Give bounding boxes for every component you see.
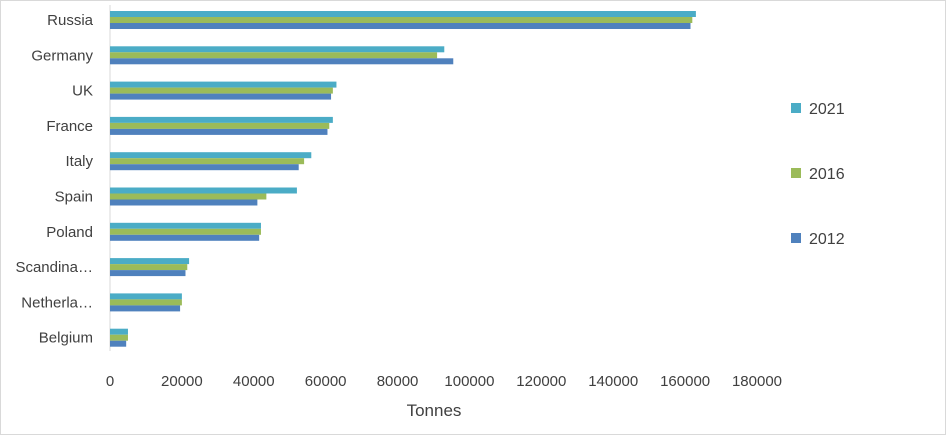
category-label-belgium: Belgium bbox=[39, 330, 93, 347]
category-label-uk: UK bbox=[72, 83, 93, 100]
bar-poland-2021 bbox=[110, 222, 261, 229]
bar-france-2016 bbox=[110, 122, 330, 129]
x-tick-label-180000: 180000 bbox=[732, 373, 782, 390]
bar-france-2021 bbox=[110, 116, 333, 123]
x-tick-label-20000: 20000 bbox=[161, 373, 203, 390]
bar-belgium-2012 bbox=[110, 340, 127, 347]
x-tick-label-0: 0 bbox=[106, 373, 114, 390]
bar-spain-2012 bbox=[110, 199, 258, 206]
category-label-france: France bbox=[46, 118, 93, 135]
bar-russia-2021 bbox=[110, 11, 696, 17]
bar-spain-2021 bbox=[110, 187, 297, 194]
bar-poland-2016 bbox=[110, 228, 261, 235]
bar-uk-2016 bbox=[110, 87, 333, 94]
bar-germany-2012 bbox=[110, 58, 454, 65]
legend-label-2021: 2021 bbox=[809, 101, 845, 118]
x-tick-label-100000: 100000 bbox=[444, 373, 494, 390]
bar-italy-2021 bbox=[110, 152, 312, 159]
category-label-poland: Poland bbox=[46, 224, 93, 241]
bar-belgium-2021 bbox=[110, 328, 128, 335]
category-label-russia: Russia bbox=[47, 12, 94, 29]
legend-swatch-2021 bbox=[791, 103, 801, 113]
bar-scandina-2012 bbox=[110, 270, 186, 277]
bar-italy-2016 bbox=[110, 158, 305, 165]
legend-label-2012: 2012 bbox=[809, 231, 845, 248]
x-tick-label-60000: 60000 bbox=[305, 373, 347, 390]
bar-poland-2012 bbox=[110, 234, 260, 241]
bar-scandina-2021 bbox=[110, 258, 190, 265]
bar-belgium-2016 bbox=[110, 334, 128, 341]
category-label-netherla: Netherla… bbox=[21, 294, 93, 311]
bar-scandina-2016 bbox=[110, 264, 188, 271]
category-label-spain: Spain bbox=[55, 189, 93, 206]
bar-germany-2016 bbox=[110, 52, 438, 59]
bar-germany-2021 bbox=[110, 46, 445, 53]
legend-swatch-2016 bbox=[791, 168, 801, 178]
legend-swatch-2012 bbox=[791, 233, 801, 243]
bar-netherla-2012 bbox=[110, 305, 181, 312]
category-label-italy: Italy bbox=[65, 153, 93, 170]
bar-uk-2021 bbox=[110, 81, 337, 88]
legend-label-2016: 2016 bbox=[809, 166, 845, 183]
bar-france-2012 bbox=[110, 128, 328, 135]
bar-italy-2012 bbox=[110, 164, 299, 171]
x-tick-label-40000: 40000 bbox=[233, 373, 275, 390]
category-label-scandina: Scandina… bbox=[15, 259, 93, 276]
category-label-germany: Germany bbox=[31, 47, 93, 64]
bar-spain-2016 bbox=[110, 193, 267, 200]
x-axis-title: Tonnes bbox=[407, 401, 462, 420]
bar-russia-2012 bbox=[110, 23, 691, 29]
x-tick-label-80000: 80000 bbox=[377, 373, 419, 390]
bar-uk-2012 bbox=[110, 93, 332, 100]
bar-russia-2016 bbox=[110, 17, 693, 23]
x-tick-label-140000: 140000 bbox=[588, 373, 638, 390]
bar-netherla-2016 bbox=[110, 299, 182, 306]
x-tick-label-160000: 160000 bbox=[660, 373, 710, 390]
x-tick-label-120000: 120000 bbox=[516, 373, 566, 390]
bar-netherla-2021 bbox=[110, 293, 182, 300]
